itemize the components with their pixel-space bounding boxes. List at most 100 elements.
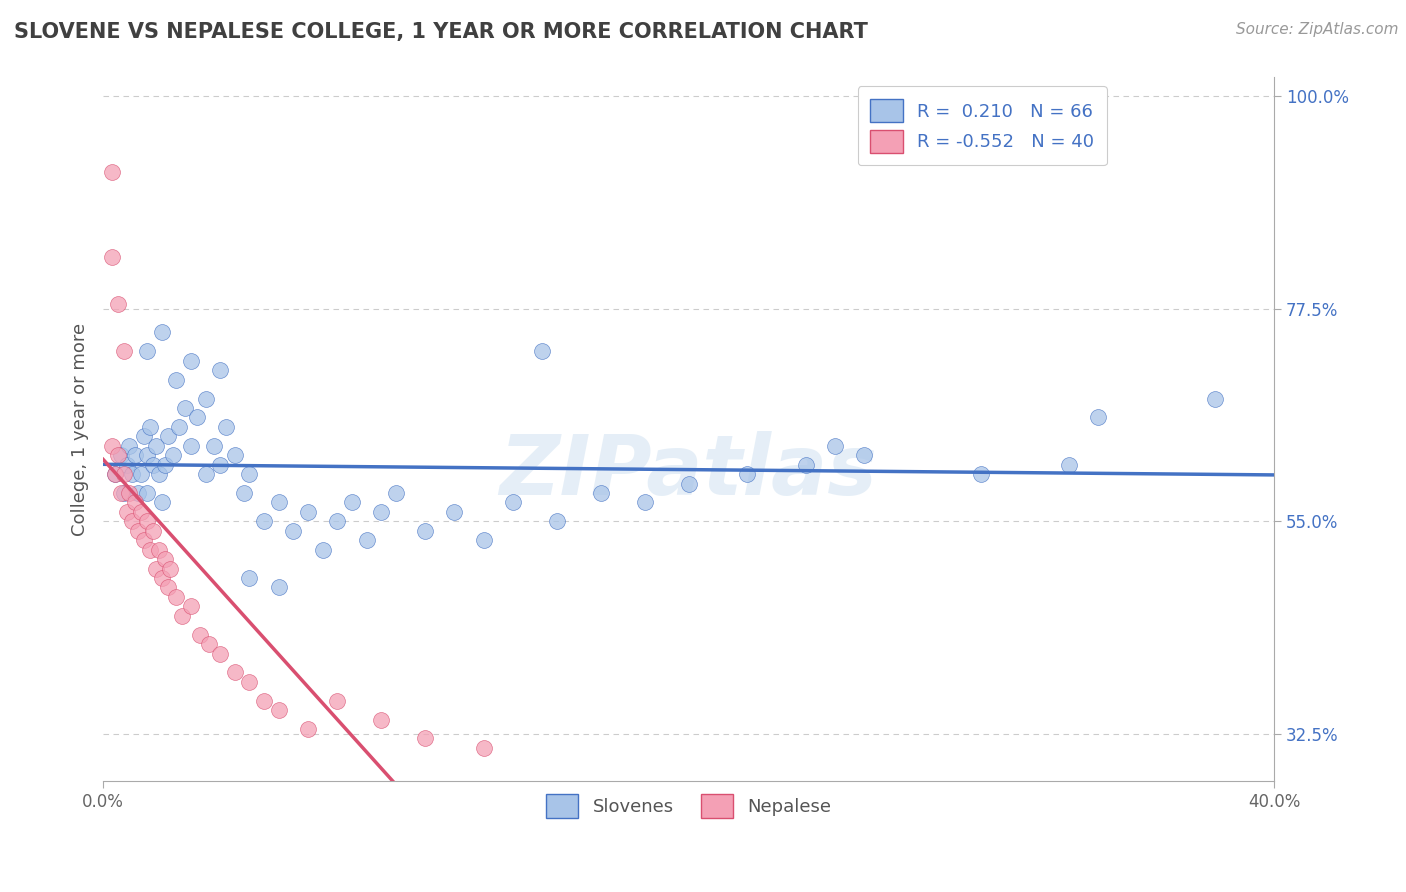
Point xyxy=(385,486,408,500)
Point xyxy=(112,467,135,481)
Point xyxy=(180,353,202,368)
Point xyxy=(136,514,159,528)
Point xyxy=(165,590,187,604)
Point xyxy=(136,344,159,359)
Point xyxy=(112,486,135,500)
Point xyxy=(165,373,187,387)
Point xyxy=(472,533,495,548)
Point xyxy=(101,439,124,453)
Point xyxy=(115,458,138,472)
Point xyxy=(148,542,170,557)
Point xyxy=(148,467,170,481)
Point xyxy=(132,429,155,443)
Point xyxy=(194,467,217,481)
Point xyxy=(145,561,167,575)
Point xyxy=(413,524,436,538)
Point xyxy=(634,495,657,509)
Point xyxy=(209,647,232,661)
Point xyxy=(101,250,124,264)
Point xyxy=(121,467,143,481)
Point xyxy=(115,505,138,519)
Point xyxy=(1087,410,1109,425)
Point xyxy=(472,740,495,755)
Point xyxy=(224,665,246,680)
Point xyxy=(124,495,146,509)
Point xyxy=(370,505,392,519)
Point xyxy=(142,524,165,538)
Point xyxy=(112,344,135,359)
Point xyxy=(546,514,568,528)
Point xyxy=(202,439,225,453)
Point xyxy=(1204,392,1226,406)
Point xyxy=(326,514,349,528)
Point xyxy=(136,448,159,462)
Point xyxy=(194,392,217,406)
Point xyxy=(180,599,202,614)
Point xyxy=(162,448,184,462)
Point xyxy=(370,713,392,727)
Point xyxy=(101,165,124,179)
Point xyxy=(970,467,993,481)
Point xyxy=(150,495,173,509)
Point xyxy=(104,467,127,481)
Point xyxy=(297,505,319,519)
Point xyxy=(1057,458,1080,472)
Legend: Slovenes, Nepalese: Slovenes, Nepalese xyxy=(538,787,839,825)
Point xyxy=(107,297,129,311)
Point xyxy=(794,458,817,472)
Text: ZIPatlas: ZIPatlas xyxy=(499,431,877,512)
Point xyxy=(224,448,246,462)
Point xyxy=(253,694,276,708)
Point xyxy=(232,486,254,500)
Point xyxy=(502,495,524,509)
Point xyxy=(153,458,176,472)
Point xyxy=(678,476,700,491)
Point xyxy=(443,505,465,519)
Point xyxy=(153,552,176,566)
Point xyxy=(139,420,162,434)
Point xyxy=(311,542,333,557)
Point xyxy=(150,326,173,340)
Point xyxy=(413,731,436,746)
Point xyxy=(735,467,758,481)
Point xyxy=(326,694,349,708)
Point xyxy=(253,514,276,528)
Point xyxy=(824,439,846,453)
Point xyxy=(283,524,305,538)
Point xyxy=(356,533,378,548)
Point xyxy=(531,344,554,359)
Point xyxy=(180,439,202,453)
Point xyxy=(197,637,219,651)
Point xyxy=(209,363,232,377)
Point xyxy=(156,581,179,595)
Point xyxy=(853,448,876,462)
Point xyxy=(238,674,260,689)
Point xyxy=(156,429,179,443)
Point xyxy=(150,571,173,585)
Point xyxy=(107,448,129,462)
Point xyxy=(142,458,165,472)
Point xyxy=(267,703,290,717)
Point xyxy=(186,410,208,425)
Point xyxy=(129,505,152,519)
Point xyxy=(118,439,141,453)
Point xyxy=(172,608,194,623)
Point xyxy=(188,627,211,641)
Point xyxy=(174,401,197,415)
Point xyxy=(129,467,152,481)
Point xyxy=(215,420,238,434)
Y-axis label: College, 1 year or more: College, 1 year or more xyxy=(72,323,89,536)
Point xyxy=(267,495,290,509)
Point xyxy=(159,561,181,575)
Point xyxy=(209,458,232,472)
Text: Source: ZipAtlas.com: Source: ZipAtlas.com xyxy=(1236,22,1399,37)
Point xyxy=(297,722,319,736)
Point xyxy=(267,581,290,595)
Point xyxy=(121,514,143,528)
Point xyxy=(127,524,149,538)
Point xyxy=(110,448,132,462)
Point xyxy=(139,542,162,557)
Point xyxy=(238,467,260,481)
Point xyxy=(340,495,363,509)
Point xyxy=(124,448,146,462)
